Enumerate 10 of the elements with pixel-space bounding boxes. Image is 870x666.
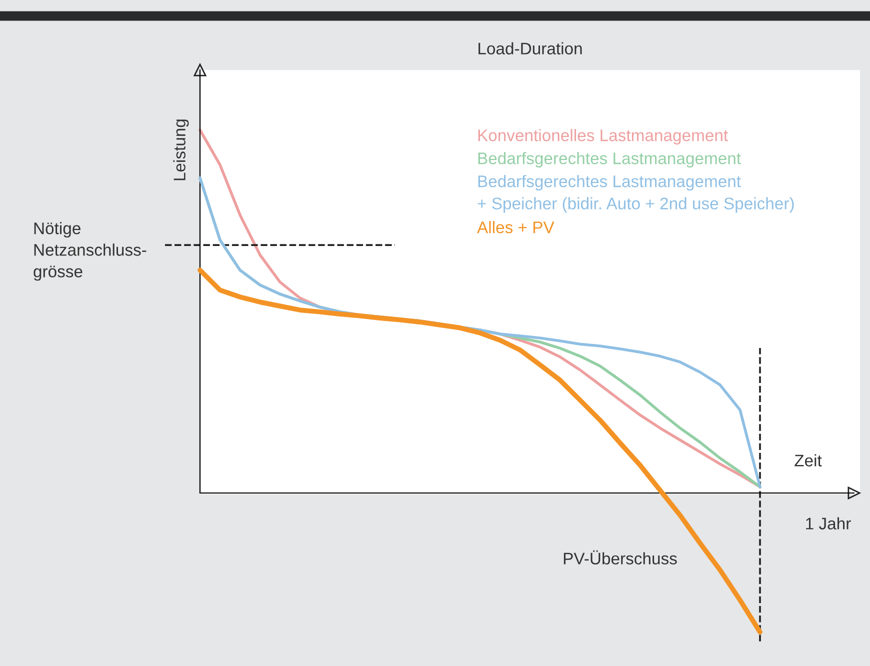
text: 1 Jahr [806,517,851,530]
text: Alles + PV [477,221,554,234]
annotation: PV-Überschuss [564,550,677,564]
y-axis-title: Leistung [173,120,189,180]
chart-title: Load-Duration [478,42,582,54]
x-axis-title: Zeit [794,454,822,466]
text: Bedarfsgerechtes Lastmanagement + Speicher (bidir. Auto + 2nd use Speicher) [478,175,794,213]
text: Konventionelles Lastmanagement [478,129,728,145]
ref-line-label: Nötige Netzanschluss- grösse [34,222,146,281]
text: Bedarfsgerechtes Lastmanagement [478,152,741,168]
